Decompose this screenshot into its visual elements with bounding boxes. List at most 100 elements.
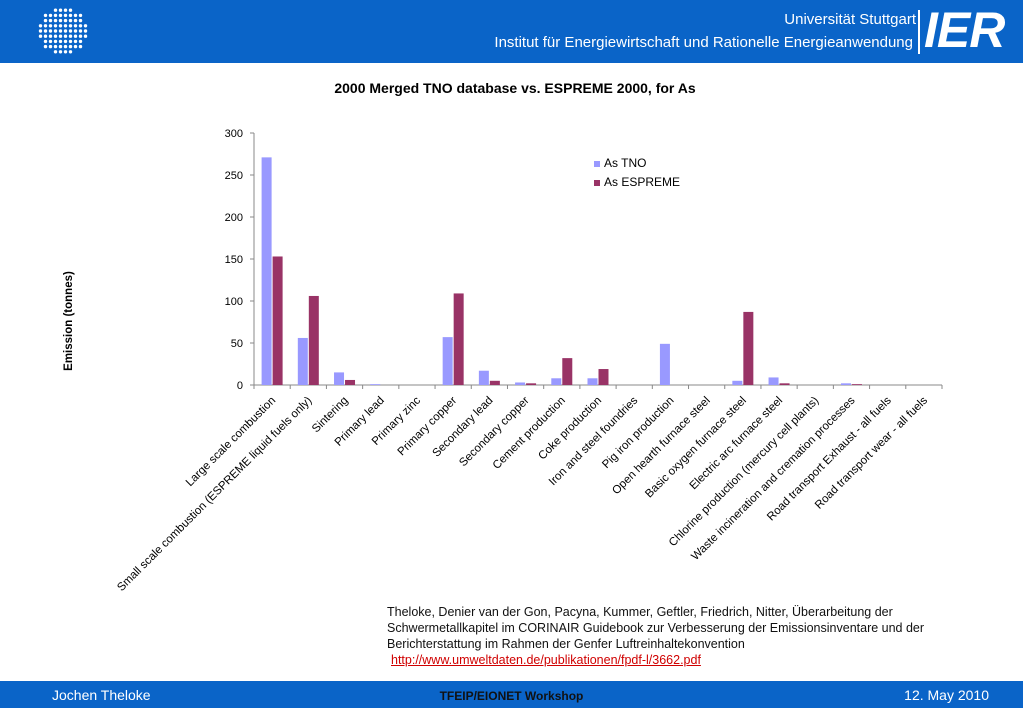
bar-tno (840, 383, 851, 385)
bar-tno (442, 337, 453, 385)
logo-dot (68, 18, 73, 23)
logo-dot (48, 18, 53, 23)
university-name: Universität Stuttgart (784, 11, 916, 28)
logo-dot (53, 24, 58, 28)
logo-dot (63, 13, 68, 18)
logo-dot (43, 44, 48, 49)
logo-dot (43, 29, 48, 33)
header-bar: Universität Stuttgart Institut für Energ… (0, 0, 1023, 63)
logo-dot (63, 29, 68, 33)
bar-espreme (851, 384, 862, 385)
bar-tno (768, 377, 779, 385)
logo-dot (38, 24, 43, 28)
bar-tno (551, 378, 562, 385)
logo-dot (68, 29, 73, 33)
y-tick-label: 250 (225, 170, 243, 182)
bar-tno (515, 382, 526, 385)
citation-text: Theloke, Denier van der Gon, Pacyna, Kum… (387, 605, 925, 651)
logo-dot (63, 50, 68, 54)
logo-dot (83, 34, 88, 38)
logo-dot (78, 24, 83, 28)
logo-dot (68, 39, 73, 44)
logo-dot (78, 13, 83, 18)
legend-swatch (594, 180, 600, 186)
x-tick-label: Small scale combustion (ESPREME liquid f… (115, 395, 314, 594)
logo-dot (78, 44, 83, 49)
legend-label: As ESPREME (604, 175, 680, 189)
logo-dot (58, 29, 63, 33)
bar-espreme (489, 380, 500, 385)
logo-dot (63, 18, 68, 23)
logo-dot (78, 29, 83, 33)
y-tick-label: 0 (237, 380, 243, 392)
logo-dot (68, 24, 73, 28)
footer-event: TFEIP/EIONET Workshop (439, 689, 584, 703)
logo-dot (58, 44, 63, 49)
logo-dot (58, 13, 63, 18)
logo-dot (48, 24, 53, 28)
bar-tno (370, 384, 381, 385)
ier-logo: IER (924, 2, 1005, 58)
bar-tno (587, 378, 598, 385)
y-tick-label: 100 (225, 296, 243, 308)
citation: Theloke, Denier van der Gon, Pacyna, Kum… (387, 604, 977, 668)
bar-espreme (779, 383, 790, 385)
x-tick-label: Coke production (536, 395, 604, 463)
logo-dot (38, 29, 43, 33)
y-tick-label: 50 (231, 338, 243, 350)
logo-dot (48, 13, 53, 18)
bar-espreme (453, 293, 464, 385)
logo-dot (43, 39, 48, 44)
logo-dot (53, 18, 58, 23)
logo-dot (53, 44, 58, 49)
logo-dot (73, 13, 78, 18)
bar-espreme (308, 295, 319, 385)
logo-dot (43, 18, 48, 23)
bar-espreme (562, 358, 573, 385)
footer-date: 12. May 2010 (904, 687, 989, 703)
logo-dot (58, 34, 63, 38)
logo-dot (58, 18, 63, 23)
y-tick-label: 150 (225, 254, 243, 266)
logo-dot (83, 24, 88, 28)
logo-dot (53, 39, 58, 44)
logo-dot (53, 8, 58, 12)
logo-dot (48, 39, 53, 44)
logo-dot (68, 13, 73, 18)
logo-dot (48, 29, 53, 33)
bar-espreme (743, 311, 754, 385)
logo-dot (68, 50, 73, 54)
logo-dot (63, 44, 68, 49)
logo-dot (43, 24, 48, 28)
logo-dot (73, 24, 78, 28)
logo-dot (58, 8, 63, 12)
bar-tno (732, 380, 743, 385)
logo-dot (53, 34, 58, 38)
logo-dot (53, 29, 58, 33)
logo-dot (68, 34, 73, 38)
logo-divider (918, 10, 920, 54)
bar-espreme (526, 383, 537, 385)
legend-swatch (594, 161, 600, 167)
bar-espreme (598, 369, 609, 385)
bar-tno (478, 370, 489, 385)
logo-dot (68, 44, 73, 49)
footer-author: Jochen Theloke (52, 687, 151, 703)
logo-dot (38, 34, 43, 38)
logo-dot (73, 34, 78, 38)
logo-dot (58, 24, 63, 28)
logo-dot (43, 13, 48, 18)
logo-dot (78, 18, 83, 23)
logo-dot (43, 34, 48, 38)
y-tick-label: 300 (225, 128, 243, 140)
logo-dot (53, 50, 58, 54)
logo-dot (68, 8, 73, 12)
logo-dot (63, 34, 68, 38)
bar-tno (334, 372, 345, 385)
logo-dot (73, 29, 78, 33)
logo-dot (78, 34, 83, 38)
bar-espreme (272, 256, 283, 385)
citation-link[interactable]: http://www.umweltdaten.de/publikationen/… (391, 653, 701, 667)
bar-tno (261, 157, 272, 385)
